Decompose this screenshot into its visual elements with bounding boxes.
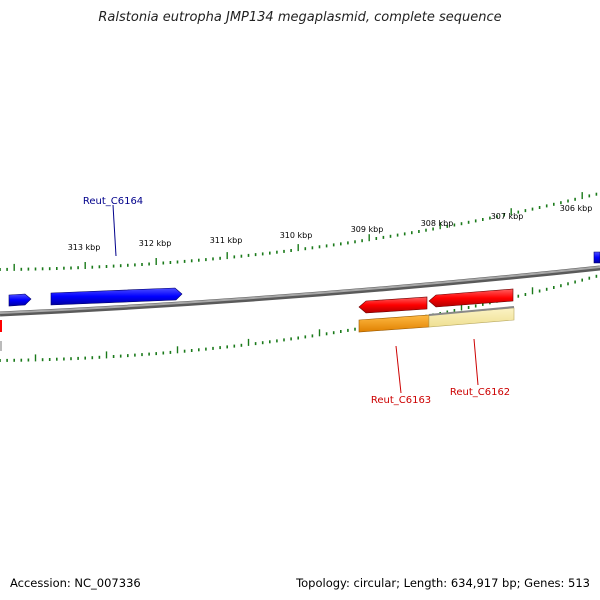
scale-label-310: 310 kbp — [280, 231, 313, 240]
scale-label-312: 312 kbp — [139, 239, 172, 248]
gene-arrow-reut-c6164[interactable] — [50, 287, 183, 306]
scale-label-307: 307 kbp — [491, 212, 524, 221]
gene-fragment-left-edge[interactable] — [0, 320, 2, 332]
scale-label-313: 313 kbp — [68, 243, 101, 252]
outer-scale-ticks — [0, 192, 598, 271]
gene-arrow-reut-c6162[interactable] — [428, 288, 514, 308]
grey-fragment-left-edge — [0, 341, 2, 351]
scale-labels: 313 kbp 312 kbp 311 kbp 310 kbp 309 kbp … — [68, 204, 593, 252]
annotation-bar-top-edge — [428, 306, 515, 316]
scale-label-308: 308 kbp — [421, 219, 454, 228]
scale-label-311: 311 kbp — [210, 236, 243, 245]
reverse-strand-genes — [0, 288, 514, 332]
scale-label-306: 306 kbp — [560, 204, 593, 213]
gene-arrow-right-edge[interactable] — [593, 251, 600, 264]
annotation-bars — [0, 306, 515, 351]
gene-label-leaders — [112, 204, 479, 394]
gene-label-reut-c6163[interactable]: Reut_C6163 — [371, 395, 431, 406]
forward-strand-genes — [8, 251, 600, 307]
scale-label-309: 309 kbp — [351, 225, 384, 234]
gene-arrow-left-edge[interactable] — [8, 293, 32, 307]
accession-text: Accession: NC_007336 — [10, 576, 141, 590]
gene-labels: Reut_C6164 Reut_C6163 Reut_C6162 — [83, 196, 510, 406]
topology-summary-text: Topology: circular; Length: 634,917 bp; … — [296, 576, 590, 590]
gene-label-reut-c6164[interactable]: Reut_C6164 — [83, 196, 143, 207]
gene-arrow-reut-c6163[interactable] — [358, 296, 428, 314]
gene-label-reut-c6162[interactable]: Reut_C6162 — [450, 387, 510, 398]
plasmid-backbone — [0, 265, 600, 317]
map-title: Ralstonia eutropha JMP134 megaplasmid, c… — [98, 10, 502, 25]
orange-annotation-bar[interactable] — [358, 314, 430, 333]
